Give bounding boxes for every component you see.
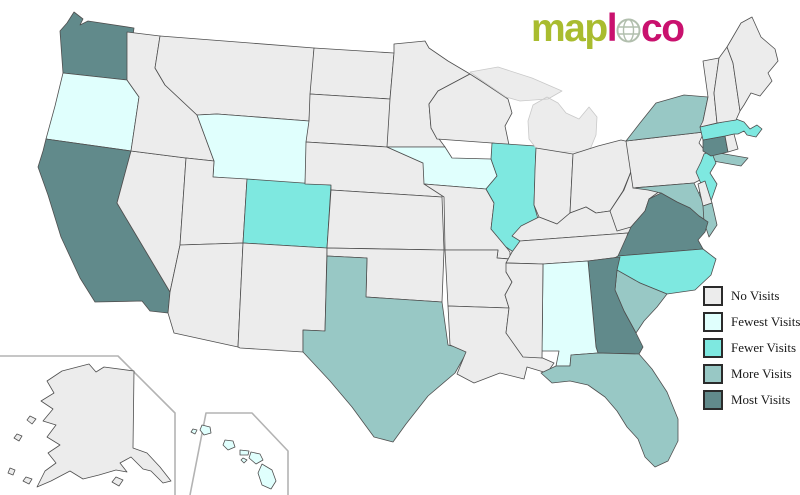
state-kansas [326, 189, 445, 251]
state-indiana [533, 147, 574, 225]
state-florida [540, 352, 679, 468]
state-hawaii [190, 424, 277, 490]
legend-swatch-more-visits [703, 364, 723, 384]
state-oregon [45, 72, 140, 152]
state-massachusetts [699, 118, 763, 141]
state-washington [59, 11, 135, 81]
legend-label-more-visits: More Visits [731, 366, 792, 381]
legend-label-no-visits: No Visits [731, 288, 780, 303]
state-wyoming [196, 113, 310, 185]
state-alaska [7, 363, 172, 488]
state-maine [726, 16, 779, 112]
legend-swatch-fewer-visits [703, 338, 723, 358]
state-arizona [167, 242, 244, 348]
state-north-dakota [309, 47, 395, 100]
legend-swatch-fewest-visits [703, 312, 723, 332]
state-wisconsin [428, 73, 513, 146]
alaska-inset-border [0, 355, 176, 495]
legend-row-fewest-visits: Fewest Visits [703, 312, 800, 332]
legend-swatch-most-visits [703, 390, 723, 410]
hawaii-inset-border [189, 412, 289, 495]
state-mississippi [504, 262, 544, 359]
legend-label-most-visits: Most Visits [731, 392, 791, 407]
logo-text-map: map [531, 7, 608, 50]
state-alabama [541, 260, 599, 367]
state-colorado [242, 178, 332, 249]
legend-row-most-visits: Most Visits [703, 390, 800, 410]
logo-text-l: l [606, 7, 618, 50]
legend-label-fewer-visits: Fewer Visits [731, 340, 797, 355]
legend-row-fewer-visits: Fewer Visits [703, 338, 800, 358]
legend-row-more-visits: More Visits [703, 364, 800, 384]
globe-icon [616, 8, 641, 54]
logo-text-co: co [641, 7, 685, 50]
state-virginia [617, 192, 709, 257]
state-arkansas [444, 249, 513, 309]
legend-row-no-visits: No Visits [703, 286, 800, 306]
legend-swatch-no-visits [703, 286, 723, 306]
maploco-logo[interactable]: mapl co [531, 6, 685, 54]
legend-label-fewest-visits: Fewest Visits [731, 314, 800, 329]
visit-legend: No Visits Fewest Visits Fewer Visits Mor… [703, 286, 800, 416]
state-south-dakota [305, 93, 396, 148]
state-pennsylvania [625, 131, 710, 189]
state-texas [302, 255, 469, 443]
